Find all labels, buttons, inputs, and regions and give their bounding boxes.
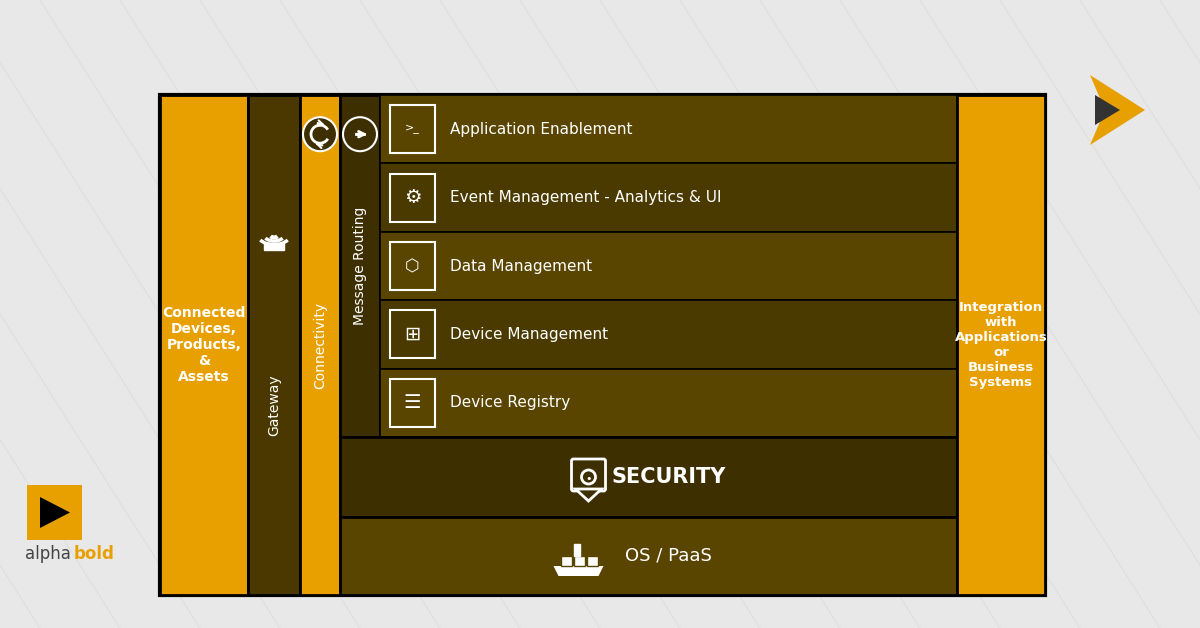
FancyBboxPatch shape xyxy=(571,459,606,491)
Bar xyxy=(390,379,436,427)
Polygon shape xyxy=(553,566,604,576)
Bar xyxy=(587,556,598,566)
Bar xyxy=(560,556,571,566)
Text: bold: bold xyxy=(74,545,115,563)
Text: SECURITY: SECURITY xyxy=(611,467,726,487)
Bar xyxy=(574,544,580,556)
Circle shape xyxy=(343,117,377,151)
Text: Application Enablement: Application Enablement xyxy=(450,122,632,137)
Text: ⬡: ⬡ xyxy=(406,257,420,275)
Bar xyxy=(390,242,436,290)
Circle shape xyxy=(302,117,337,151)
Text: ⊞: ⊞ xyxy=(404,325,421,344)
Text: Connectivity: Connectivity xyxy=(313,301,326,389)
Text: Data Management: Data Management xyxy=(450,259,592,274)
Bar xyxy=(28,485,82,540)
Bar xyxy=(264,243,284,250)
Bar xyxy=(300,95,340,595)
Text: Device Registry: Device Registry xyxy=(450,395,570,410)
Text: Integration
with
Applications
or
Business
Systems: Integration with Applications or Busines… xyxy=(955,301,1048,389)
Polygon shape xyxy=(40,497,70,528)
Bar xyxy=(390,310,436,359)
Text: alpha: alpha xyxy=(25,545,71,563)
Bar xyxy=(574,556,584,566)
Bar xyxy=(390,106,436,153)
Bar xyxy=(248,95,300,595)
Bar xyxy=(380,95,958,163)
Text: OS / PaaS: OS / PaaS xyxy=(625,547,712,565)
Polygon shape xyxy=(1090,75,1145,145)
Text: ⚙: ⚙ xyxy=(403,188,421,207)
Text: Event Management - Analytics & UI: Event Management - Analytics & UI xyxy=(450,190,721,205)
Bar xyxy=(380,369,958,437)
Text: •: • xyxy=(586,474,592,484)
Bar xyxy=(958,95,1045,595)
Text: Message Routing: Message Routing xyxy=(353,207,367,325)
Text: >_: >_ xyxy=(406,124,420,134)
Text: ☰: ☰ xyxy=(403,393,421,413)
Bar xyxy=(160,95,1045,595)
Bar xyxy=(340,95,380,437)
Text: Connected
Devices,
Products,
&
Assets: Connected Devices, Products, & Assets xyxy=(162,306,246,384)
Bar xyxy=(390,174,436,222)
Bar xyxy=(160,95,248,595)
Bar xyxy=(380,232,958,300)
Bar xyxy=(380,163,958,232)
Polygon shape xyxy=(576,489,601,501)
Bar xyxy=(340,437,958,517)
Bar xyxy=(340,517,958,595)
Text: Gateway: Gateway xyxy=(266,374,281,436)
Text: alphabold: alphabold xyxy=(802,468,938,551)
Polygon shape xyxy=(1096,95,1120,125)
Bar xyxy=(380,300,958,369)
Text: Device Management: Device Management xyxy=(450,327,608,342)
